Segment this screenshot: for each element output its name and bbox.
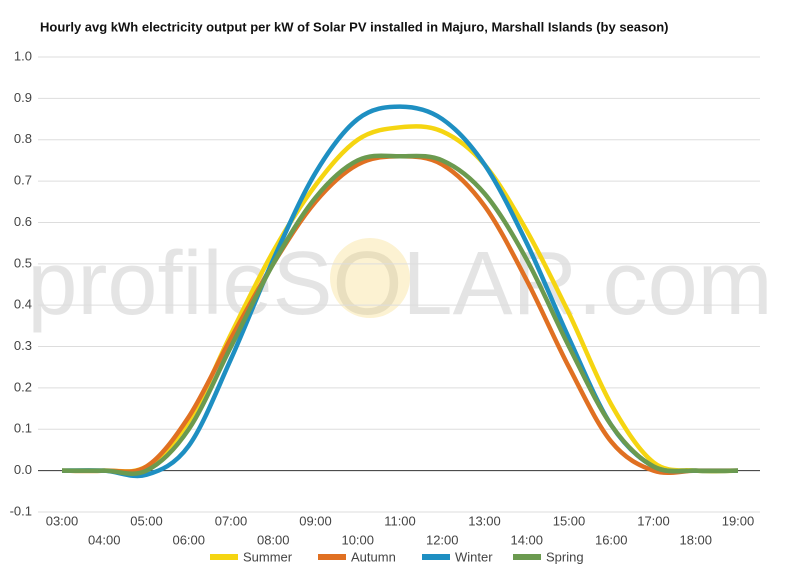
watermark-sun (330, 238, 410, 318)
legend-label: Winter (455, 549, 493, 564)
y-tick-label: 0.9 (14, 90, 32, 105)
legend-label: Summer (243, 549, 293, 564)
legend-swatch (318, 554, 346, 560)
legend-swatch (210, 554, 238, 560)
x-tick-label: 04:00 (88, 532, 121, 547)
y-tick-label: 0.8 (14, 131, 32, 146)
series-line (61, 153, 739, 476)
x-tick-label: 09:00 (299, 513, 332, 528)
x-tick-label: 19:00 (722, 513, 755, 528)
y-tick-label: 0.0 (14, 462, 32, 477)
legend-swatch (513, 554, 541, 560)
x-tick-label: 12:00 (426, 532, 459, 547)
x-tick-label: 14:00 (510, 532, 543, 547)
y-tick-label: 0.4 (14, 297, 32, 312)
x-tick-label: 16:00 (595, 532, 628, 547)
x-tick-label: 03:00 (46, 513, 79, 528)
x-tick-label: 17:00 (637, 513, 670, 528)
legend-label: Spring (546, 549, 584, 564)
x-tick-label: 07:00 (215, 513, 248, 528)
watermark: profileSOLAR.com (27, 234, 772, 334)
x-tick-label: 11:00 (384, 513, 416, 528)
x-tick-label: 08:00 (257, 532, 290, 547)
x-tick-label: 13:00 (468, 513, 501, 528)
chart-title: Hourly avg kWh electricity output per kW… (40, 19, 668, 34)
x-tick-label: 18:00 (679, 532, 712, 547)
series-line (61, 124, 739, 474)
legend-swatch (422, 554, 450, 560)
y-tick-label: 0.7 (14, 173, 32, 188)
x-tick-label: 05:00 (130, 513, 163, 528)
y-tick-label: -0.1 (10, 503, 32, 518)
x-tick-label: 06:00 (172, 532, 205, 547)
y-tick-label: 0.2 (14, 379, 32, 394)
y-tick-label: 0.1 (14, 421, 32, 436)
y-tick-label: 0.5 (14, 255, 32, 270)
x-tick-label: 10:00 (341, 532, 374, 547)
legend-label: Autumn (351, 549, 396, 564)
y-tick-label: 0.6 (14, 214, 32, 229)
y-tick-label: 0.3 (14, 338, 32, 353)
x-tick-label: 15:00 (553, 513, 586, 528)
y-tick-label: 1.0 (14, 48, 32, 63)
